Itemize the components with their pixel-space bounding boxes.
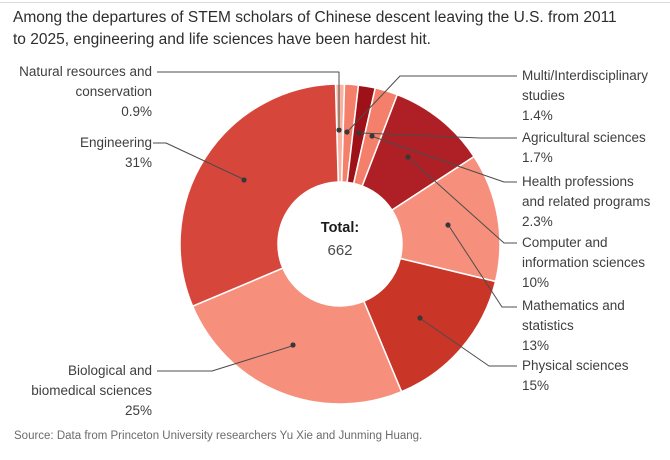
label-agricultural-pct: 1.7%: [522, 150, 553, 165]
leader-dots: [241, 127, 451, 348]
donut-center-total: Total: 662: [285, 218, 395, 264]
label-mathematics: Mathematics and statistics 13%: [522, 296, 670, 356]
slice-7: [191, 267, 403, 405]
leader-computer: [408, 157, 517, 244]
label-biological: Biological and biomedical sciences 25%: [6, 361, 152, 421]
label-agricultural-text: Agricultural sciences: [522, 130, 646, 145]
label-health-professions: Health professions and related programs …: [522, 172, 670, 232]
dot-agricultural: [356, 130, 362, 136]
leader-physical: [420, 318, 517, 367]
label-engineering-pct: 31%: [124, 155, 152, 170]
dot-multi-interdisciplinary: [344, 129, 350, 135]
label-health-text: Health professions and related programs: [522, 174, 651, 209]
label-mathematics-text: Mathematics and statistics: [522, 298, 625, 333]
label-multi-text: Multi/Interdisciplinary studies: [522, 68, 649, 103]
leader-engineering: [153, 142, 244, 180]
label-natural-resources: Natural resources and conservation 0.9%: [6, 62, 152, 122]
label-physical-pct: 15%: [522, 378, 550, 393]
label-biological-pct: 25%: [124, 403, 152, 418]
dot-natural-resources: [336, 127, 342, 133]
dot-health-professions: [369, 133, 375, 139]
dot-physical: [417, 315, 423, 321]
leader-biological: [157, 345, 293, 372]
total-value: 662: [327, 242, 353, 259]
label-computer-pct: 10%: [522, 275, 550, 290]
total-label: Total:: [320, 220, 360, 236]
chart-title: Among the departures of STEM scholars of…: [13, 9, 617, 48]
label-agricultural: Agricultural sciences 1.7%: [522, 128, 670, 168]
label-biological-text: Biological and biomedical sciences: [31, 363, 152, 398]
leader-natural-resources: [157, 71, 340, 127]
label-computer: Computer and information sciences 10%: [522, 233, 670, 293]
slice-5: [390, 155, 501, 283]
leader-agricultural: [360, 132, 517, 139]
label-multi-interdisciplinary: Multi/Interdisciplinary studies 1.4%: [522, 66, 670, 126]
label-engineering-text: Engineering: [79, 135, 152, 150]
label-multi-pct: 1.4%: [522, 108, 553, 123]
top-divider: [0, 2, 670, 3]
label-natural-resources-text: Natural resources and conservation: [19, 64, 152, 99]
label-natural-resources-pct: 0.9%: [121, 104, 152, 119]
slice-8: [179, 83, 340, 308]
dot-mathematics: [445, 222, 451, 228]
source-note: Source: Data from Princeton University r…: [14, 430, 423, 442]
leader-health-professions: [373, 136, 517, 183]
leader-lines: [153, 71, 517, 372]
label-engineering: Engineering 31%: [6, 133, 152, 173]
label-physical: Physical sciences 15%: [522, 356, 670, 396]
dot-computer: [405, 154, 411, 160]
leader-multi-interdisciplinary: [347, 75, 517, 132]
label-computer-text: Computer and information sciences: [522, 235, 646, 270]
leader-mathematics: [448, 225, 517, 308]
label-health-pct: 2.3%: [522, 214, 553, 229]
label-mathematics-pct: 13%: [522, 338, 550, 353]
dot-engineering: [241, 177, 247, 183]
label-physical-text: Physical sciences: [522, 358, 629, 373]
dot-biological: [290, 342, 296, 348]
